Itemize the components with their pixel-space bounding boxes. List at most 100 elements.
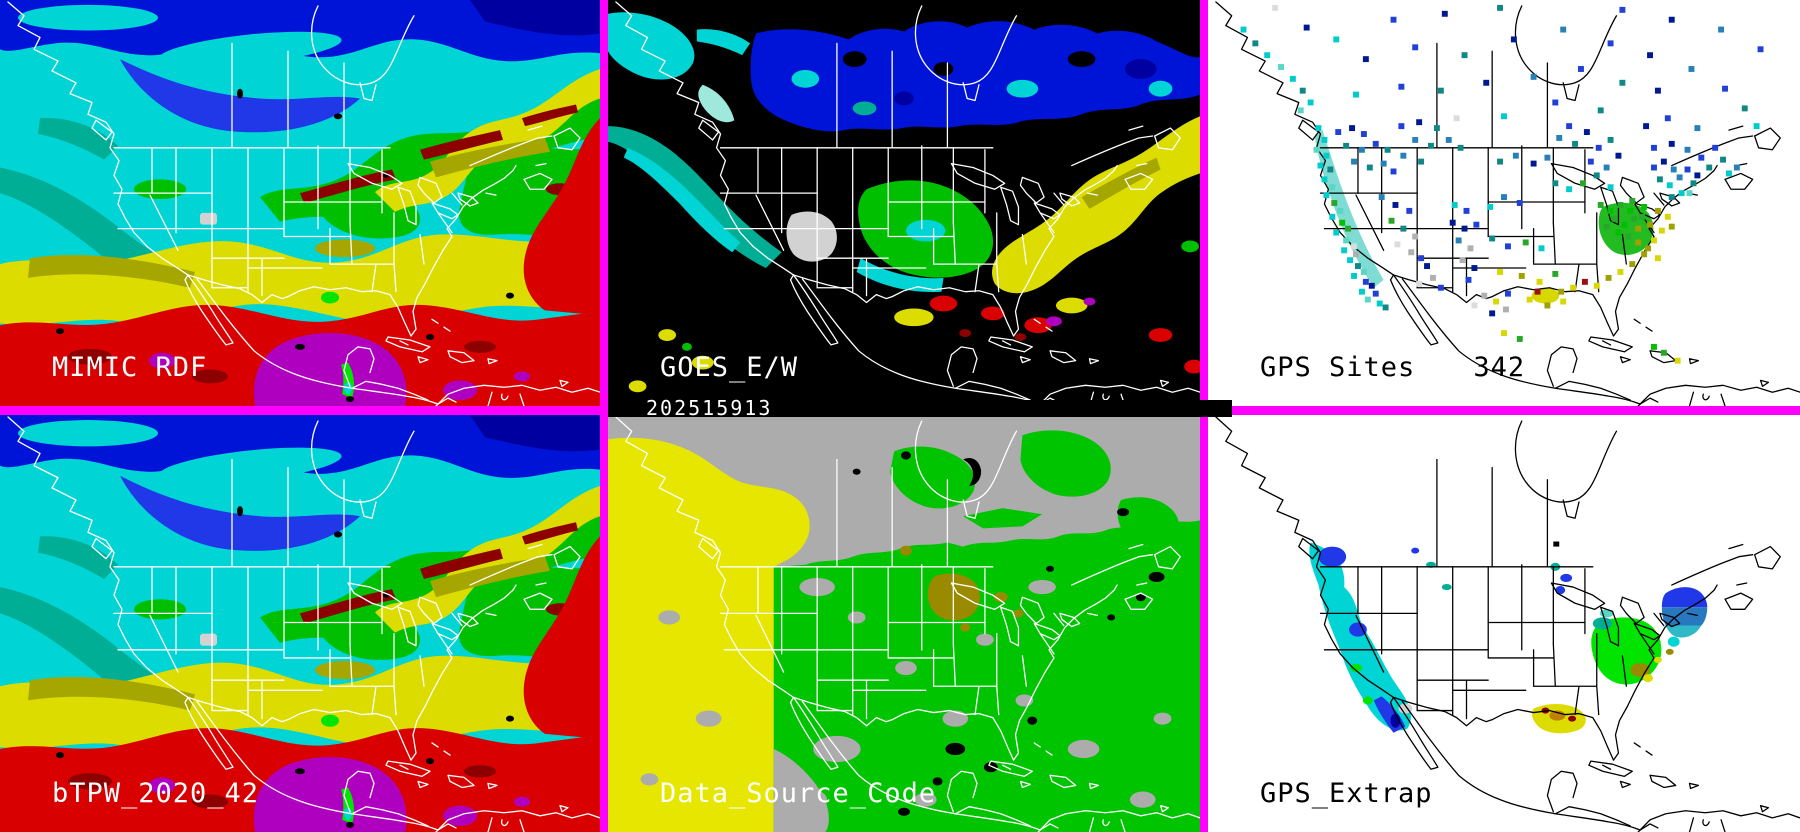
gps-site-marker (1690, 180, 1697, 187)
gps-site-marker (1666, 182, 1673, 189)
gps-site-marker (1264, 52, 1271, 59)
gps-site-marker (1463, 207, 1470, 214)
gps-site-marker (1593, 172, 1600, 179)
gps-site-marker (1530, 160, 1537, 167)
gps-site-marker (1581, 278, 1588, 285)
gps-site-marker (1587, 158, 1594, 165)
gps-site-marker (1595, 144, 1602, 151)
gps-site-marker (1686, 190, 1693, 197)
gps-site-marker (1362, 278, 1369, 285)
panel-gps-extrap[interactable]: GPS_Extrap (1208, 415, 1800, 832)
gps-site-marker (1272, 4, 1279, 11)
gps-site-marker (1349, 125, 1356, 132)
gps-site-marker (1607, 40, 1614, 47)
gps-site-marker (1471, 265, 1478, 271)
gps-site-marker (1631, 215, 1638, 222)
gps-site-marker (1313, 146, 1320, 153)
panel-data-source-code[interactable]: Data_Source_Code (608, 415, 1200, 832)
gps-site-marker (1303, 24, 1310, 31)
gps-site-marker (1366, 164, 1373, 171)
gps-site-marker (1694, 172, 1701, 179)
gps-site-marker (1566, 186, 1573, 193)
gps-site-marker (1471, 302, 1478, 309)
gps-site-marker (1674, 357, 1681, 364)
gps-site-marker (1607, 207, 1614, 214)
gps-site-marker (1538, 245, 1545, 252)
mimic-rdf-map-image (0, 0, 600, 406)
gps-site-marker (1353, 251, 1359, 258)
gps-site-marker (1437, 284, 1444, 291)
gps-site-marker (1578, 66, 1584, 72)
gps-site-marker (1516, 336, 1523, 342)
gps-site-marker (1299, 87, 1306, 94)
gps-site-marker (1351, 243, 1357, 250)
gps-site-marker (1321, 136, 1328, 143)
gps-site-marker (1658, 227, 1665, 234)
gps-site-marker (1327, 166, 1334, 173)
gps-site-marker (1583, 129, 1590, 136)
gps-site-marker (1451, 202, 1458, 208)
gps-site-marker (1654, 87, 1661, 94)
gps-site-marker (1654, 255, 1661, 262)
gps-site-marker (1372, 290, 1379, 297)
gps-site-marker (1522, 239, 1529, 246)
gps-site-marker (1664, 213, 1671, 220)
gps-site-marker (1372, 140, 1379, 147)
gps-site-marker (1629, 198, 1636, 204)
gps-site-marker (1501, 330, 1507, 337)
gps-site-marker (1297, 107, 1304, 114)
panel-goes-ew[interactable]: GOES_E/W (608, 0, 1200, 406)
gps-site-marker (1603, 223, 1610, 230)
gps-site-marker (1329, 213, 1336, 220)
goes-ew-map-image (608, 0, 1200, 406)
gps-site-marker (1351, 158, 1357, 165)
gps-site-marker (1526, 296, 1533, 303)
gps-site-marker-layer (1240, 4, 1764, 364)
gps-site-marker (1757, 46, 1764, 53)
panel-label-data-source-code: Data_Source_Code (660, 778, 937, 809)
gps-site-marker (1552, 180, 1559, 187)
gps-site-marker (1329, 184, 1336, 191)
gps-site-marker (1670, 166, 1677, 173)
gps-site-marker (1364, 296, 1371, 303)
gps-site-marker (1684, 166, 1691, 173)
gps-site-marker (1390, 168, 1397, 175)
gps-site-marker (1497, 158, 1504, 165)
gps-site-marker (1483, 79, 1490, 86)
gps-site-marker (1516, 200, 1523, 206)
gps-site-marker (1437, 87, 1444, 94)
gps-site-marker (1627, 207, 1634, 214)
gps-site-marker (1536, 278, 1543, 285)
gps-site-marker (1635, 239, 1642, 246)
gps-site-marker (1358, 146, 1365, 153)
panel-mimic-rdf[interactable]: MIMIC RDF (0, 0, 600, 406)
panel-gps-sites[interactable]: GPS Sites 342 (1208, 0, 1800, 406)
gps-site-marker (1660, 349, 1667, 356)
gps-site-marker (1625, 233, 1632, 240)
gps-site-marker (1323, 152, 1330, 159)
gps-site-marker (1656, 176, 1663, 183)
gps-site-marker (1651, 164, 1657, 171)
gps-site-marker (1408, 249, 1415, 256)
gps-site-marker (1355, 263, 1361, 270)
gps-site-marker (1323, 192, 1330, 199)
gps-site-marker (1360, 131, 1367, 137)
gps-site-marker (1465, 276, 1472, 283)
panel-btpw[interactable]: bTPW_2020_42 (0, 415, 600, 832)
gps-site-marker (1530, 73, 1537, 80)
gps-site-marker (1315, 125, 1322, 132)
panel-label-gps-sites: GPS Sites 342 (1260, 352, 1526, 383)
gps-site-marker (1510, 36, 1517, 43)
gps-site-marker (1619, 79, 1626, 86)
gps-site-marker (1418, 255, 1425, 262)
gps-site-marker (1654, 207, 1661, 214)
gps-site-count: 342 (1473, 352, 1526, 383)
gps-site-marker (1252, 40, 1259, 47)
panel-label-gps-extrap: GPS_Extrap (1260, 778, 1433, 809)
gps-site-marker (1428, 142, 1434, 149)
gps-site-marker (1643, 123, 1650, 130)
goes-timestamp-bar: 202515913 (608, 398, 1232, 418)
gps-site-marker (1579, 180, 1586, 187)
gps-site-marker (1449, 219, 1456, 226)
